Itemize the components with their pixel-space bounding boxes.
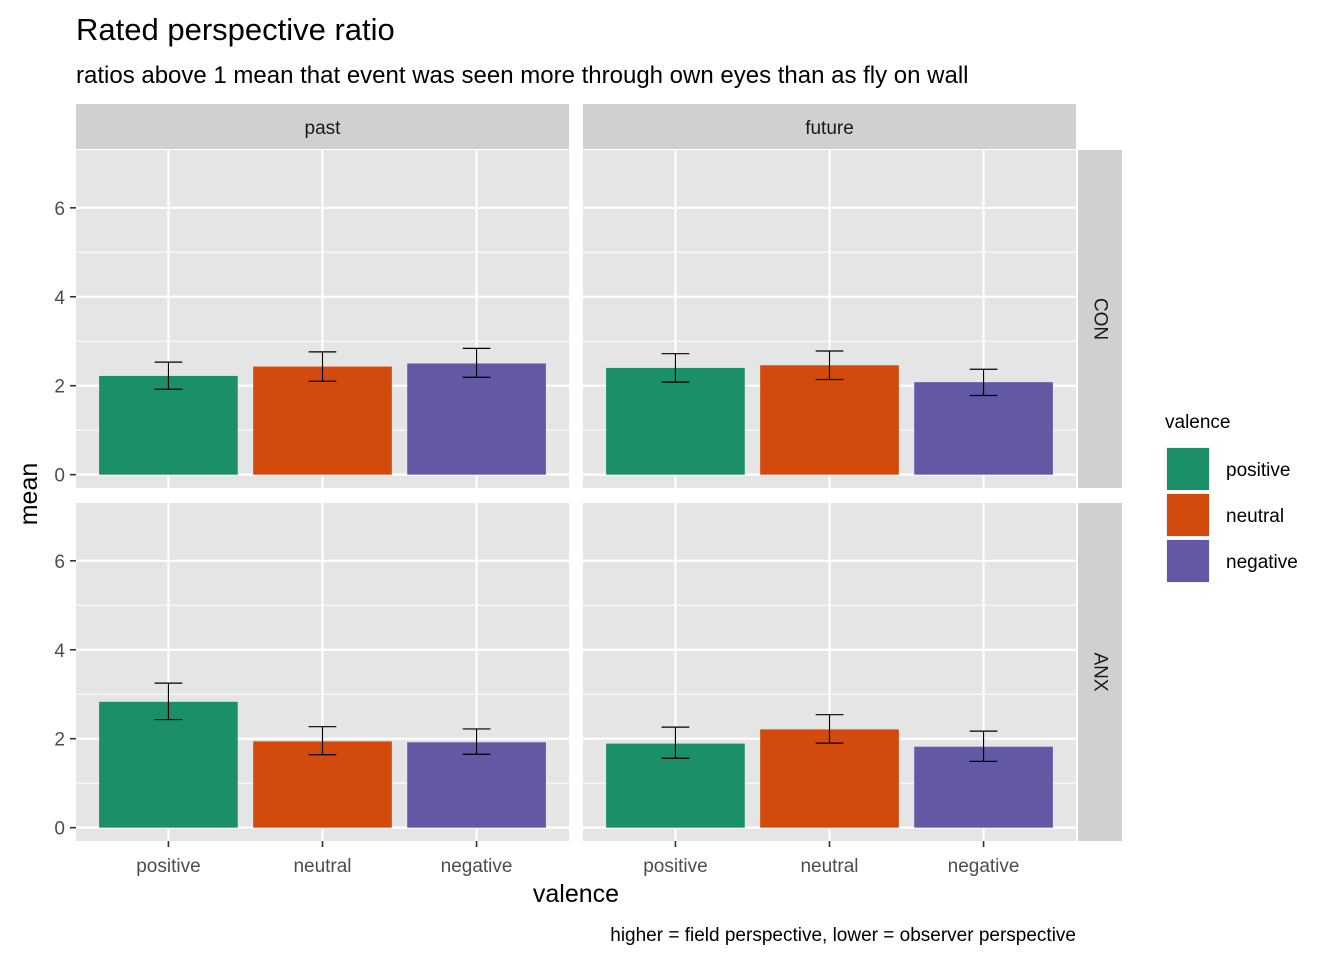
x-tick-label: neutral [800,856,858,877]
legend-label-negative: negative [1226,552,1298,573]
legend-label-neutral: neutral [1226,506,1284,527]
error-bar-positive [154,682,183,721]
error-bar-neutral [308,726,337,756]
panel-anx-future [583,503,1076,841]
error-bar-positive [661,353,690,383]
facet-strip-con [1078,150,1122,488]
error-bar-neutral [815,714,844,744]
panel-con-future [583,150,1076,488]
facet-strip-label: CON [1090,298,1111,340]
y-tick-label: 4 [54,288,65,309]
bar-neutral [760,729,899,828]
legend-swatch-neutral [1167,494,1209,536]
y-tick-label: 6 [54,552,65,573]
bar-negative [914,382,1053,475]
y-tick-label: 2 [54,730,65,751]
bar-positive [606,367,745,475]
chart-title: Rated perspective ratio [76,12,395,47]
y-tick-label: 2 [54,377,65,398]
error-bar-neutral [815,350,844,381]
legend-label-positive: positive [1226,460,1290,481]
y-tick-label: 0 [54,466,65,487]
error-bar-neutral [308,351,337,382]
y-tick-label: 6 [54,199,65,220]
panel-con-past [76,150,569,488]
y-axis-title: mean [15,463,43,526]
bar-positive [99,375,238,475]
facet-strip-label: past [305,118,342,139]
bar-neutral [253,741,392,828]
x-tick-label: negative [948,856,1020,877]
bar-positive [99,701,238,828]
facet-panels: past future CON ANX [76,104,1122,841]
x-tick-label: neutral [293,856,351,877]
y-tick-label: 4 [54,641,65,662]
error-bar-positive [661,726,690,759]
legend-swatch-positive [1167,448,1209,490]
bar-negative [407,742,546,828]
bar-neutral [253,366,392,475]
error-bar-negative [462,728,491,755]
chart-subtitle: ratios above 1 mean that event was seen … [76,62,969,89]
axes: 0 2 4 6 0 2 4 6 positive neutral negative positive n… [54,199,1019,877]
y-tick-label: 0 [54,819,65,840]
x-tick-label: negative [441,856,513,877]
facet-strip-future [583,104,1076,149]
facet-strip-anx [1078,503,1122,841]
x-axis-title: valence [533,880,619,908]
legend: valence positive neutral negative [1165,412,1298,583]
error-bar-positive [154,361,183,390]
error-bar-negative [462,347,491,378]
facet-strip-label: future [805,118,854,139]
bar-negative [407,363,546,475]
legend-swatch-negative [1167,540,1209,582]
legend-title: valence [1165,412,1231,433]
chart-caption: higher = field perspective, lower = obse… [610,925,1076,946]
panel-anx-past [76,503,569,841]
bar-neutral [760,365,899,475]
facet-strip-past [76,104,569,149]
error-bar-negative [969,730,998,762]
x-tick-label: positive [643,856,707,877]
facet-strip-label: ANX [1090,652,1111,691]
error-bar-negative [969,368,998,397]
x-tick-label: positive [136,856,200,877]
